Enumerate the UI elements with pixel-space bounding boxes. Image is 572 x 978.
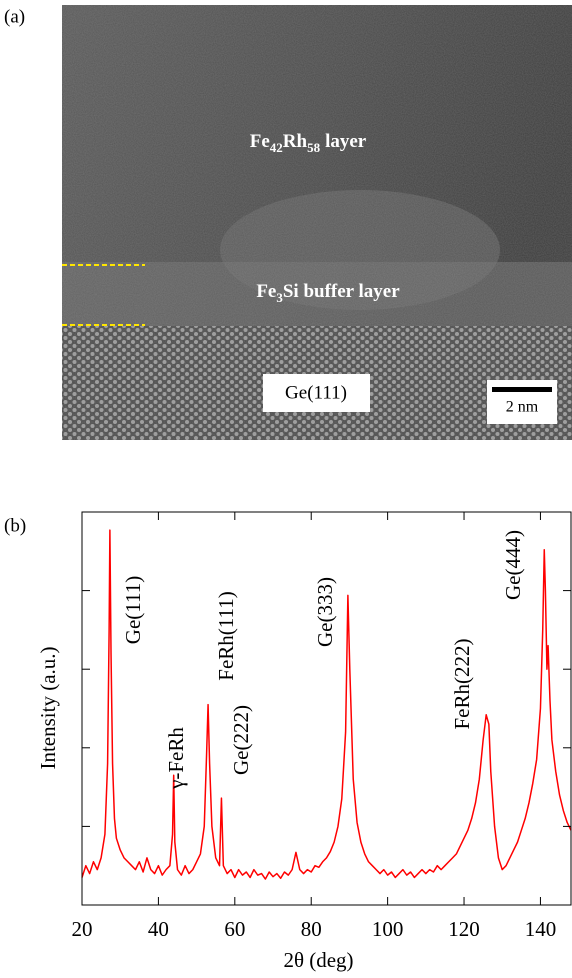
label-part: Fe [250,131,270,152]
x-tick-label: 80 [301,917,322,941]
label-part: Si buffer layer [283,281,400,302]
peak-label: Ge(333) [313,577,337,647]
x-tick-label: 40 [148,917,169,941]
peak-label: Ge(111) [121,576,145,644]
x-tick-label: 140 [525,917,557,941]
peak-label: Ge(222) [229,705,253,775]
x-axis-label: 2θ (deg) [283,948,353,972]
x-tick-label: 120 [448,917,480,941]
label-part: Rh [283,131,308,152]
panel-label: (a) [4,6,25,27]
peak-label: FeRh(111) [214,591,238,680]
y-axis-label: Intensity (a.u.) [36,646,60,769]
tem-image [62,5,572,440]
label-part: 58 [307,140,321,155]
peak-label: γ-FeRh [164,727,188,790]
label-part: layer [325,131,367,152]
label-part: Fe [256,281,276,302]
x-tick-label: 20 [72,917,93,941]
peak-label: FeRh(222) [450,639,474,730]
panel-label: (b) [4,515,26,536]
figure: (a) Fe42Rh58layer Fe3Si buffer layer Ge(… [0,0,572,978]
x-tick-label: 100 [372,917,404,941]
x-tick-label: 60 [224,917,245,941]
label-part: 42 [270,140,283,155]
peak-label: Ge(444) [501,530,525,600]
substrate-label: Ge(111) [285,382,347,403]
scale-bar-label: 2 nm [506,399,539,416]
